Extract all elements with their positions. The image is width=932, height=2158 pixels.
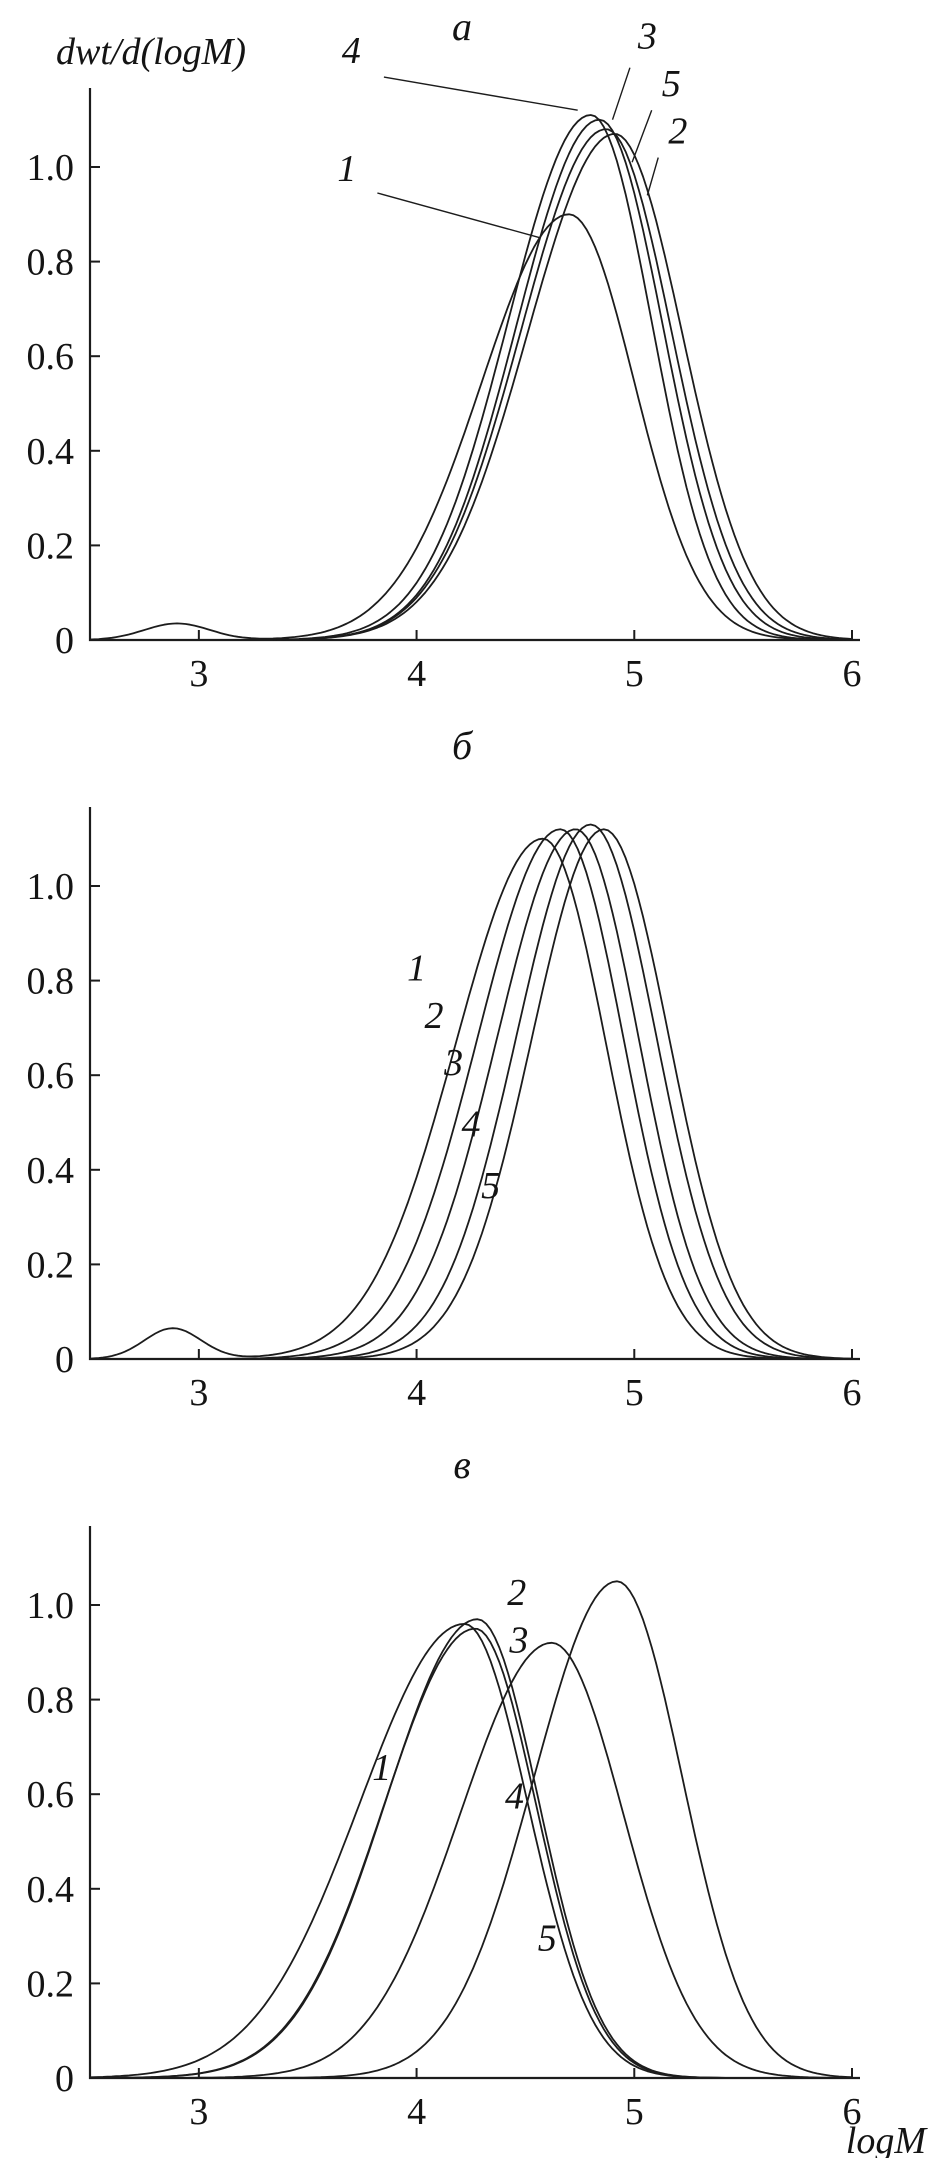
curve-label-4: 4 bbox=[505, 1775, 524, 1817]
curve-label-2: 2 bbox=[668, 110, 687, 152]
panel-title: в bbox=[453, 1442, 470, 1487]
curve-label-leader-2 bbox=[646, 157, 659, 196]
curve-label-3: 3 bbox=[637, 16, 657, 58]
curve-label-leader-4 bbox=[383, 76, 578, 111]
axis bbox=[88, 1526, 860, 2080]
y-tick-label: 0.4 bbox=[27, 1150, 75, 1192]
x-axis-label: logM bbox=[846, 2120, 929, 2158]
y-tick-label: 0.6 bbox=[27, 1055, 75, 1097]
y-tick-label: 0.8 bbox=[27, 1680, 75, 1722]
curve-4 bbox=[89, 823, 853, 1360]
y-tick-label: 0.2 bbox=[27, 525, 75, 567]
y-tick-label: 0 bbox=[55, 1339, 74, 1381]
x-tick-label: 3 bbox=[189, 2091, 208, 2133]
curve-2 bbox=[89, 133, 853, 641]
curve-label-leader-1 bbox=[377, 192, 541, 239]
y-tick-label: 1.0 bbox=[27, 866, 75, 908]
x-tick-label: 6 bbox=[843, 653, 862, 695]
y-tick-label: 0.8 bbox=[27, 961, 75, 1003]
x-tick-label: 6 bbox=[843, 2091, 862, 2133]
curve-label-4: 4 bbox=[462, 1104, 481, 1146]
y-tick-label: 0.4 bbox=[27, 431, 75, 473]
y-tick-label: 0.6 bbox=[27, 1774, 75, 1816]
x-tick-label: 5 bbox=[625, 1372, 644, 1414]
x-tick-label: 5 bbox=[625, 2091, 644, 2133]
panel-title: а bbox=[452, 4, 472, 49]
y-tick-label: 0.4 bbox=[27, 1869, 75, 1911]
panel-title: б bbox=[452, 723, 474, 768]
x-tick-label: 3 bbox=[189, 653, 208, 695]
curve-3 bbox=[89, 118, 853, 641]
curve-label-1: 1 bbox=[407, 948, 426, 990]
curve-4 bbox=[89, 114, 853, 641]
curve-5 bbox=[89, 128, 853, 641]
axis bbox=[88, 807, 860, 1361]
curve-2 bbox=[89, 1618, 853, 2079]
y-tick-label: 0 bbox=[55, 620, 74, 662]
y-axis-label: dwt/d(logM) bbox=[56, 31, 246, 73]
y-tick-label: 0.8 bbox=[27, 242, 75, 284]
y-tick-label: 0 bbox=[55, 2058, 74, 2100]
curve-5 bbox=[89, 828, 853, 1360]
curve-label-5: 5 bbox=[538, 1917, 557, 1959]
curve-label-2: 2 bbox=[507, 1572, 526, 1614]
y-tick-label: 1.0 bbox=[27, 147, 75, 189]
curve-1 bbox=[89, 837, 853, 1360]
x-tick-label: 3 bbox=[189, 1372, 208, 1414]
axis bbox=[88, 88, 860, 642]
y-tick-label: 0.2 bbox=[27, 1963, 75, 2005]
x-tick-label: 4 bbox=[407, 1372, 426, 1414]
curve-label-1: 1 bbox=[372, 1747, 391, 1789]
y-tick-label: 1.0 bbox=[27, 1585, 75, 1627]
curve-5 bbox=[89, 1580, 853, 2079]
curve-label-leader-3 bbox=[611, 67, 631, 120]
curve-1 bbox=[89, 1623, 853, 2079]
x-tick-label: 6 bbox=[843, 1372, 862, 1414]
x-tick-label: 4 bbox=[407, 2091, 426, 2133]
curve-label-5: 5 bbox=[662, 63, 681, 105]
curve-3 bbox=[89, 828, 853, 1360]
curve-label-2: 2 bbox=[424, 995, 443, 1037]
curve-2 bbox=[89, 828, 853, 1360]
curve-3 bbox=[89, 1627, 853, 2079]
y-tick-label: 0.6 bbox=[27, 336, 75, 378]
x-tick-label: 5 bbox=[625, 653, 644, 695]
curve-label-3: 3 bbox=[443, 1042, 463, 1084]
curve-label-5: 5 bbox=[481, 1165, 500, 1207]
curve-1 bbox=[89, 213, 853, 641]
panel-v-chart: в 3 4 5 6 0 0.2 0.4 0.6 0.8 1.0 logM 1 2 3 4 5 bbox=[27, 1442, 929, 2158]
curve-label-1: 1 bbox=[337, 148, 356, 190]
x-tick-label: 4 bbox=[407, 653, 426, 695]
y-tick-label: 0.2 bbox=[27, 1244, 75, 1286]
curve-label-3: 3 bbox=[508, 1619, 528, 1661]
curve-label-4: 4 bbox=[342, 30, 361, 72]
curve-4 bbox=[89, 1641, 853, 2079]
curve-label-leader-5 bbox=[631, 109, 653, 163]
